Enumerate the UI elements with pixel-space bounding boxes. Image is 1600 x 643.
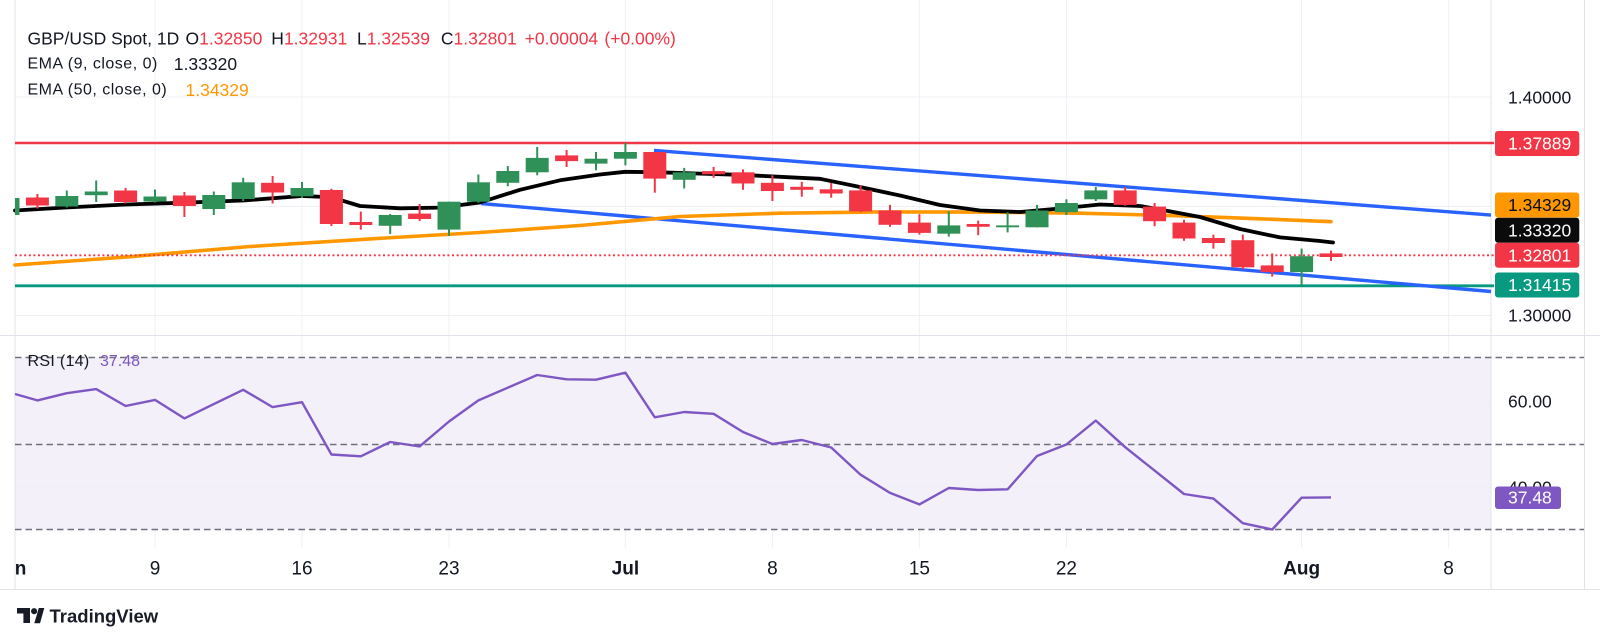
svg-text:1.30000: 1.30000 [1508,306,1572,326]
svg-text:9: 9 [150,559,161,580]
svg-text:Jul: Jul [612,559,639,580]
svg-text:+0.00004: +0.00004 [525,29,599,49]
svg-text:TradingView: TradingView [50,606,159,627]
svg-text:60.00: 60.00 [1508,392,1552,412]
svg-text:(+0.00%): (+0.00%) [604,29,676,49]
svg-text:1.40000: 1.40000 [1508,88,1572,108]
svg-text:16: 16 [291,559,312,580]
svg-text:23: 23 [438,559,459,580]
svg-text:O1.32850: O1.32850 [186,29,263,49]
svg-text:1.33320: 1.33320 [174,54,238,74]
svg-text:L1.32539: L1.32539 [357,29,430,49]
svg-text:15: 15 [909,559,930,580]
svg-text:n: n [15,559,27,580]
svg-text:1.34329: 1.34329 [186,80,249,100]
svg-text:1.33320: 1.33320 [1508,220,1572,240]
svg-text:RSI (14): RSI (14) [28,353,90,370]
svg-text:8: 8 [767,559,778,580]
svg-text:1.31415: 1.31415 [1508,275,1571,295]
svg-text:H1.32931: H1.32931 [271,29,347,49]
svg-text:22: 22 [1056,559,1077,580]
svg-text:GBP/USD Spot, 1D: GBP/USD Spot, 1D [28,29,180,49]
svg-text:C1.32801: C1.32801 [441,29,517,49]
svg-text:1.37889: 1.37889 [1508,134,1571,154]
svg-text:EMA (50, close, 0): EMA (50, close, 0) [28,82,168,99]
svg-text:Aug: Aug [1283,559,1320,580]
svg-text:1.34329: 1.34329 [1508,195,1571,215]
svg-text:1.32801: 1.32801 [1508,245,1571,265]
svg-text:EMA (9, close, 0): EMA (9, close, 0) [28,56,158,73]
svg-text:8: 8 [1443,559,1454,580]
svg-text:37.48: 37.48 [100,353,140,370]
svg-text:37.48: 37.48 [1508,488,1552,508]
